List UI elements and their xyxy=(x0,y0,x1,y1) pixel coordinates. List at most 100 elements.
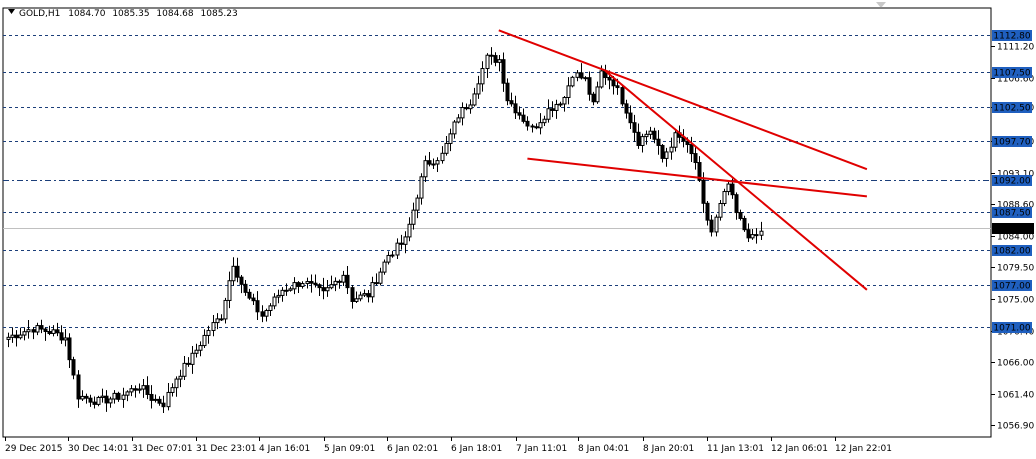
level-label: 1071.00 xyxy=(993,324,1030,334)
candle xyxy=(517,106,522,120)
candle-body xyxy=(341,274,346,283)
candle xyxy=(337,279,342,289)
candle xyxy=(300,281,305,289)
candle xyxy=(374,273,379,286)
candle-body xyxy=(51,329,56,334)
candle xyxy=(6,332,11,348)
candle-body xyxy=(431,163,436,166)
candle xyxy=(403,231,408,254)
candle xyxy=(84,393,89,404)
candle-body xyxy=(730,183,735,196)
candle xyxy=(546,99,551,123)
candle-body xyxy=(71,359,76,376)
candle-body xyxy=(149,393,154,401)
candle xyxy=(390,250,395,258)
current-price-label: 1085.23 xyxy=(994,225,1031,235)
candle-body xyxy=(624,103,629,114)
candle-body xyxy=(673,132,678,148)
candle xyxy=(35,322,40,336)
candle xyxy=(10,327,15,343)
candle xyxy=(321,277,326,300)
candle xyxy=(738,209,743,221)
candle-body xyxy=(607,77,612,81)
y-tick-label: 1093.10 xyxy=(997,170,1034,180)
candle xyxy=(378,267,383,286)
candle-body xyxy=(386,254,391,263)
x-tick-label: 12 Jan 22:01 xyxy=(835,444,892,454)
candle xyxy=(440,146,445,164)
level-tag xyxy=(992,245,1032,256)
x-tick-label: 29 Dec 2015 xyxy=(5,444,63,454)
candle-body xyxy=(546,108,551,120)
candle xyxy=(219,314,224,322)
candle xyxy=(260,305,265,323)
candle xyxy=(485,53,490,79)
x-tick-label: 6 Jan 02:01 xyxy=(387,444,438,454)
candle-body xyxy=(660,144,665,159)
candle xyxy=(624,99,629,119)
candle xyxy=(513,95,518,119)
candle-body xyxy=(186,362,191,365)
candle-body xyxy=(247,291,252,299)
candle-body xyxy=(689,144,694,155)
level-tag xyxy=(992,280,1032,291)
candle-body xyxy=(415,197,420,211)
candle-body xyxy=(513,103,518,114)
candle-body xyxy=(742,217,747,231)
candle-body xyxy=(693,153,698,164)
trendline xyxy=(604,70,868,291)
candle-body xyxy=(427,160,432,165)
level-tag xyxy=(992,30,1032,41)
candle-body xyxy=(166,391,171,408)
y-tick-label: 1061.40 xyxy=(997,391,1034,401)
candle xyxy=(100,388,105,403)
candle xyxy=(669,137,674,160)
candle-body xyxy=(215,318,220,324)
candle xyxy=(243,280,248,296)
candle xyxy=(489,47,494,65)
candle-body xyxy=(39,325,44,330)
candle-body xyxy=(382,261,387,273)
level-tag xyxy=(992,207,1032,218)
candle xyxy=(247,288,252,300)
candle xyxy=(427,152,432,167)
candle xyxy=(182,356,187,380)
level-label: 1082.00 xyxy=(993,247,1030,257)
level-tag xyxy=(992,136,1032,147)
candle xyxy=(452,120,457,139)
candle-body xyxy=(644,133,649,138)
candle xyxy=(554,99,559,119)
candle-body xyxy=(497,59,502,63)
candle-body xyxy=(350,287,355,302)
y-tick-label: 1079.50 xyxy=(997,264,1034,274)
candle-body xyxy=(709,219,714,233)
candle xyxy=(628,105,633,129)
candle-body xyxy=(664,151,669,159)
level-label: 1102.50 xyxy=(993,104,1030,114)
candle-body xyxy=(161,402,166,408)
candle-body xyxy=(542,118,547,124)
candle-body xyxy=(632,122,637,133)
symbol-menu-icon[interactable] xyxy=(8,9,15,14)
candle xyxy=(718,200,723,221)
candle xyxy=(223,297,228,324)
candle-body xyxy=(235,265,240,278)
candle xyxy=(67,333,72,368)
candle-body xyxy=(251,297,256,302)
level-tag xyxy=(992,175,1032,186)
candle xyxy=(640,133,645,153)
candle-body xyxy=(685,140,690,146)
candle xyxy=(317,283,322,297)
candle xyxy=(673,129,678,152)
candle xyxy=(80,390,85,402)
chart-shift-icon[interactable] xyxy=(876,2,886,8)
candle xyxy=(644,130,649,145)
candle xyxy=(419,173,424,205)
candle xyxy=(296,281,301,294)
candle xyxy=(566,77,571,105)
candle xyxy=(362,289,367,297)
candle-body xyxy=(268,305,273,312)
candle-body xyxy=(746,229,751,239)
candle-body xyxy=(354,298,359,302)
